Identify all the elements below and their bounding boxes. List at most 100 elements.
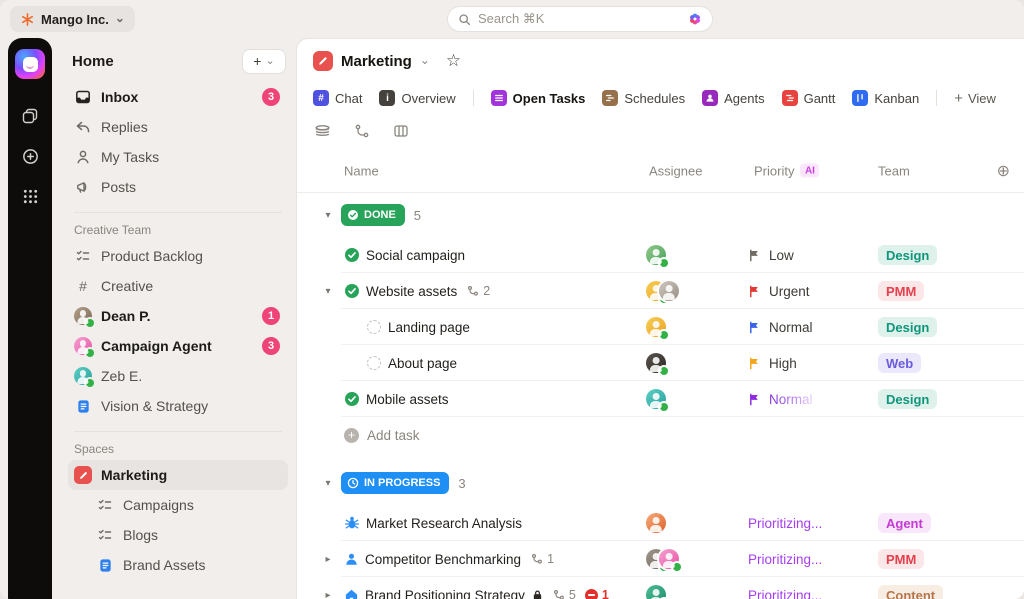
tab-overview[interactable]: i Overview [379, 90, 456, 106]
column-header-priority[interactable]: Priority AI [754, 163, 820, 178]
team-pill[interactable]: Content [878, 585, 944, 599]
create-new-icon[interactable] [15, 141, 45, 171]
priority-cell[interactable]: Prioritizing... [748, 541, 822, 577]
team-cell[interactable]: Content [878, 577, 944, 599]
add-task-button[interactable]: + Add task [297, 417, 1024, 453]
favorite-star-icon[interactable]: ☆ [445, 51, 462, 70]
caret-down-icon[interactable]: ▾ [325, 209, 331, 221]
sidebar-item-vision-strategy[interactable]: Vision & Strategy [68, 391, 288, 421]
person-task-icon[interactable] [344, 552, 359, 567]
team-cell[interactable]: Agent [878, 505, 931, 541]
sidebar-item-replies[interactable]: Replies [68, 112, 288, 142]
sidebar-item-my-tasks[interactable]: My Tasks [68, 142, 288, 172]
caret-right-icon[interactable]: ▸ [325, 553, 331, 565]
sidebar-item-inbox[interactable]: Inbox 3 [68, 82, 288, 112]
add-view-button[interactable]: + View [954, 90, 996, 107]
assignee-cell[interactable] [646, 505, 666, 541]
house-task-icon[interactable] [344, 588, 359, 599]
team-cell[interactable]: Web [878, 345, 922, 381]
workspace-switcher[interactable]: Mango Inc. ⌄ [10, 6, 135, 32]
assignee-cell[interactable] [646, 381, 668, 417]
done-check-icon[interactable] [344, 391, 360, 407]
sidebar-item-campaign-agent[interactable]: Campaign Agent 3 [68, 331, 288, 361]
column-header-assignee[interactable]: Assignee [649, 163, 703, 178]
tab-chat[interactable]: # Chat [313, 90, 362, 106]
sidebar-item-brand-assets[interactable]: Brand Assets [68, 550, 288, 580]
sidebar-item-blogs[interactable]: Blogs [68, 520, 288, 550]
team-pill[interactable]: Agent [878, 513, 931, 533]
team-pill[interactable]: Web [878, 353, 922, 373]
subtask-count[interactable]: 5 [553, 588, 576, 599]
assignee-cell[interactable] [646, 273, 679, 309]
sidebar-item-campaigns[interactable]: Campaigns [68, 490, 288, 520]
team-cell[interactable]: Design [878, 309, 938, 345]
task-name[interactable]: Mobile assets [366, 391, 449, 407]
sidebar-item-posts[interactable]: Posts [68, 172, 288, 202]
tab-agents[interactable]: Agents [702, 90, 765, 106]
priority-cell[interactable]: Prioritizing... [748, 577, 822, 599]
task-row[interactable]: About page High Web [297, 345, 1024, 381]
assignee-cell[interactable] [646, 237, 668, 273]
add-button[interactable]: + ⌄ [242, 48, 286, 74]
subtasks-filter-icon[interactable] [354, 123, 370, 139]
task-name[interactable]: Landing page [388, 319, 470, 335]
task-row[interactable]: ▾ Website assets 2 Urgent PMM [297, 273, 1024, 309]
team-pill[interactable]: Design [878, 317, 938, 337]
subtask-count[interactable]: 2 [467, 284, 490, 298]
workspaces-icon[interactable] [15, 101, 45, 131]
tab-kanban[interactable]: Kanban [852, 90, 919, 106]
search-input[interactable]: Search ⌘K [447, 6, 713, 32]
sidebar-item-marketing[interactable]: Marketing [68, 460, 288, 490]
task-name[interactable]: About page [388, 355, 458, 371]
open-status-icon[interactable] [366, 356, 382, 370]
done-check-icon[interactable] [344, 283, 360, 299]
task-row[interactable]: Landing page Normal Design [297, 309, 1024, 345]
task-row[interactable]: ▸ Competitor Benchmarking 1 Prioritizing… [297, 541, 1024, 577]
task-row[interactable]: Market Research Analysis Prioritizing...… [297, 505, 1024, 541]
priority-cell[interactable]: Low [748, 237, 794, 273]
task-name[interactable]: Brand Positioning Strategy [365, 587, 525, 599]
task-name[interactable]: Competitor Benchmarking [365, 551, 522, 567]
team-cell[interactable]: PMM [878, 273, 925, 309]
chevron-down-icon[interactable]: ⌄ [419, 52, 430, 67]
sidebar-item-zeb-e[interactable]: Zeb E. [68, 361, 288, 391]
priority-cell[interactable]: Urgent [748, 273, 810, 309]
assignee-cell[interactable] [646, 577, 666, 599]
team-pill[interactable]: Design [878, 389, 938, 409]
task-name[interactable]: Website assets [366, 283, 458, 299]
tab-open-tasks[interactable]: Open Tasks [490, 90, 585, 106]
done-check-icon[interactable] [344, 247, 360, 263]
column-header-team[interactable]: Team [878, 163, 910, 178]
task-row[interactable]: Social campaign Low Design [297, 237, 1024, 273]
sidebar-item-creative[interactable]: # Creative [68, 271, 288, 301]
status-badge-done[interactable]: DONE [341, 204, 405, 226]
caret-down-icon[interactable]: ▾ [325, 477, 331, 489]
column-header-name[interactable]: Name [344, 163, 379, 178]
task-name[interactable]: Market Research Analysis [366, 515, 523, 531]
columns-icon[interactable] [393, 123, 409, 139]
task-row[interactable]: Mobile assets Normal Design [297, 381, 1024, 417]
assignee-cell[interactable] [646, 345, 668, 381]
team-cell[interactable]: PMM [878, 541, 925, 577]
sidebar-item-dean-p[interactable]: Dean P. 1 [68, 301, 288, 331]
subtask-count[interactable]: 1 [531, 552, 554, 566]
task-row[interactable]: ▸ Brand Positioning Strategy 5 1 Prio [297, 577, 1024, 599]
sidebar-item-product-backlog[interactable]: Product Backlog [68, 241, 288, 271]
caret-right-icon[interactable]: ▸ [325, 589, 331, 599]
team-pill[interactable]: Design [878, 245, 938, 265]
open-status-icon[interactable] [366, 320, 382, 334]
group-by-icon[interactable] [314, 123, 331, 140]
priority-cell[interactable]: Normal [748, 309, 813, 345]
tab-schedules[interactable]: Schedules [602, 90, 685, 106]
caret-down-icon[interactable]: ▾ [325, 285, 331, 297]
ai-sparkle-icon[interactable] [688, 12, 702, 26]
team-pill[interactable]: PMM [878, 281, 925, 301]
assignee-cell[interactable] [646, 309, 668, 345]
team-cell[interactable]: Design [878, 237, 938, 273]
priority-cell[interactable]: High [748, 345, 797, 381]
status-badge-in-progress[interactable]: IN PROGRESS [341, 472, 450, 494]
team-pill[interactable]: PMM [878, 549, 925, 569]
add-column-icon[interactable]: ⊕ [996, 162, 1010, 180]
team-cell[interactable]: Design [878, 381, 938, 417]
apps-grid-icon[interactable] [15, 181, 45, 211]
